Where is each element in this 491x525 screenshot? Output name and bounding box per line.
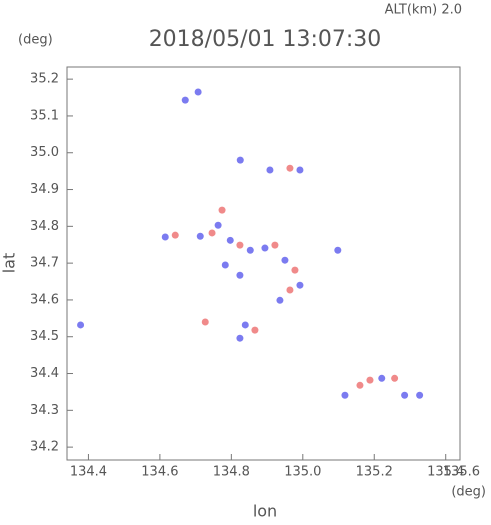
y-tick-label: 35.1 (30, 108, 59, 123)
echo-point (296, 281, 304, 289)
echo-point (296, 166, 304, 174)
echo-point (378, 374, 386, 382)
echo-point (276, 296, 284, 304)
echo-point (251, 326, 259, 334)
echo-point (201, 318, 209, 326)
echo-point (246, 246, 254, 254)
echo-point (266, 166, 274, 174)
echo-point (161, 233, 169, 241)
echo-point (341, 391, 349, 399)
x-tick-label: 135.2 (356, 465, 393, 480)
echo-point (77, 321, 85, 329)
echo-point (271, 241, 279, 249)
echo-point (208, 229, 216, 237)
x-tick-label: 135.6 (443, 465, 480, 480)
echo-point (226, 236, 234, 244)
y-tick-label: 34.4 (30, 366, 59, 381)
x-axis-label: lon (253, 502, 277, 521)
y-unit: (deg) (18, 33, 53, 48)
echo-point (236, 156, 244, 164)
echo-point (171, 231, 179, 239)
echo-point (281, 256, 289, 264)
echo-point (196, 232, 204, 240)
plot-frame (66, 66, 461, 461)
x-tick-label: 134.6 (141, 465, 178, 480)
y-axis-label: lat (0, 253, 19, 274)
echo-point (416, 391, 424, 399)
echo-point (366, 376, 374, 384)
y-tick-label: 34.2 (30, 440, 59, 455)
y-tick-label: 35.2 (30, 72, 59, 87)
y-tick-label: 35.0 (30, 145, 59, 160)
y-tick-label: 34.3 (30, 403, 59, 418)
echo-point (194, 88, 202, 96)
echo-point (286, 164, 294, 172)
echo-point (391, 374, 399, 382)
y-tick-label: 34.6 (30, 292, 59, 307)
y-tick-label: 34.7 (30, 256, 59, 271)
altitude: ALT(km) 2.0 (385, 3, 462, 18)
x-tick-label: 135.4 (427, 465, 464, 480)
x-tick-label: 134.8 (213, 465, 250, 480)
chart-title: 2018/05/01 13:07:30 (149, 27, 382, 52)
y-tick-label: 34.8 (30, 219, 59, 234)
echo-point (241, 321, 249, 329)
echo-point (236, 241, 244, 249)
echo-point (236, 334, 244, 342)
echo-point (291, 266, 299, 274)
echo-point (181, 96, 189, 104)
x-tick-label: 135.0 (284, 465, 321, 480)
echo-point (218, 206, 226, 214)
echo-point (401, 391, 409, 399)
echo-point (221, 261, 229, 269)
x-tick-label: 134.4 (70, 465, 107, 480)
echo-point (286, 286, 294, 294)
echo-point (334, 246, 342, 254)
echo-point (261, 244, 269, 252)
y-tick-label: 34.9 (30, 182, 59, 197)
x-unit: (deg) (451, 485, 486, 500)
echo-point (214, 221, 222, 229)
y-tick-label: 34.5 (30, 329, 59, 344)
echo-point (356, 381, 364, 389)
echo-point (236, 271, 244, 279)
